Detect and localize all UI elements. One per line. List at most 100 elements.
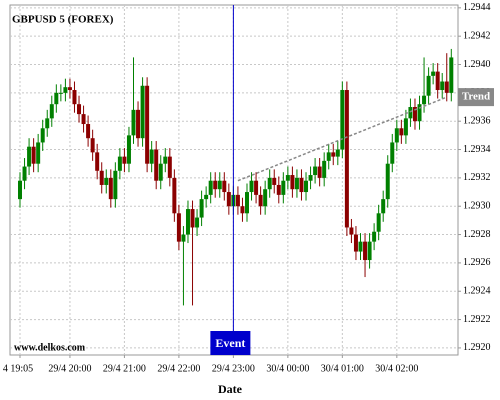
candle-body <box>31 146 36 164</box>
candle-body <box>294 177 299 190</box>
y-tick-label: 1.2944 <box>463 2 491 13</box>
candle-body <box>176 213 181 242</box>
candle-body <box>367 241 372 261</box>
candle-body <box>195 217 200 228</box>
candle-body <box>276 184 281 195</box>
chart-title: GBPUSD 5 (FOREX) <box>12 14 114 26</box>
candle-body <box>331 152 336 157</box>
candle-body <box>440 81 445 91</box>
candle-body <box>126 135 131 164</box>
plot-layer <box>10 5 461 358</box>
candle-body <box>285 175 290 181</box>
candle-body <box>317 166 322 178</box>
candle-body <box>394 128 399 143</box>
x-tick-label: 29/4 20:00 <box>48 363 91 374</box>
candle-body <box>22 166 27 181</box>
candle-body <box>245 192 249 214</box>
candle-body <box>54 92 59 105</box>
candle-body <box>417 104 422 122</box>
candle-body <box>185 209 190 235</box>
candle-body <box>435 71 440 91</box>
candle-body <box>322 160 327 178</box>
candle-body <box>49 104 54 119</box>
x-tick-label: 29/4 21:00 <box>103 363 146 374</box>
candle-body <box>72 90 77 105</box>
candle-body <box>358 241 363 252</box>
y-tick-label: 1.2922 <box>463 314 491 325</box>
candle-body <box>136 109 141 139</box>
candle-body <box>40 128 45 143</box>
watermark: www.delkos.com <box>14 342 86 353</box>
candle-body <box>431 71 436 76</box>
candle-body <box>213 180 218 190</box>
candle-body <box>399 128 404 136</box>
candle-body <box>190 209 195 228</box>
candle-body <box>335 149 340 157</box>
candle-body <box>412 107 417 122</box>
candle-body <box>104 177 109 185</box>
candle-body <box>217 180 222 190</box>
candle-body <box>353 234 358 252</box>
candle-body <box>117 156 122 171</box>
candle-body <box>95 152 100 171</box>
candle-body <box>145 85 150 164</box>
candle-body <box>77 104 82 115</box>
candle-body <box>281 180 286 195</box>
candle-body <box>18 180 22 200</box>
y-tick-label: 1.2936 <box>463 115 491 126</box>
candle-body <box>163 156 168 164</box>
candle-body <box>99 170 104 185</box>
candle-body <box>385 163 390 200</box>
x-tick-label: 30/4 02:00 <box>375 363 418 374</box>
x-tick-label: 4 19:05 <box>3 363 33 374</box>
candle-body <box>363 241 368 261</box>
candle-body <box>372 231 377 242</box>
candle-body <box>422 95 427 105</box>
event-label: Event <box>215 336 245 350</box>
candle-body <box>86 124 91 139</box>
x-tick-label: 29/4 23:00 <box>212 363 255 374</box>
x-tick-label: 30/4 00:00 <box>266 363 309 374</box>
candle-body <box>113 170 118 200</box>
x-tick-label: 30/4 01:00 <box>321 363 364 374</box>
candle-body <box>263 189 268 207</box>
candle-body <box>304 180 309 193</box>
candle-body <box>272 177 277 185</box>
candle-body <box>403 118 408 136</box>
candle-body <box>258 194 263 207</box>
y-tick-label: 1.2934 <box>463 144 491 155</box>
candle-body <box>131 109 136 136</box>
trend-label-box <box>458 88 494 107</box>
candle-body <box>222 180 227 193</box>
candle-body <box>408 107 413 119</box>
candle-body <box>181 234 186 242</box>
candle-body <box>122 156 127 164</box>
candle-body <box>226 192 231 207</box>
candle-body <box>240 206 245 214</box>
candle-body <box>344 90 349 228</box>
candle-body <box>376 213 381 232</box>
candle-body <box>199 199 204 218</box>
candle-body <box>326 152 331 161</box>
candle-body <box>308 175 313 181</box>
event-label-box <box>210 331 251 355</box>
candle-body <box>299 177 304 193</box>
y-tick-label: 1.2930 <box>463 201 491 212</box>
candle-body <box>90 138 95 153</box>
candle-body <box>154 149 159 181</box>
y-tick-label: 1.2920 <box>463 342 491 353</box>
candle-body <box>426 75 431 96</box>
y-tick-label: 1.2940 <box>463 59 491 70</box>
candle-body <box>45 118 50 129</box>
candle-body <box>108 177 113 200</box>
candle-body <box>249 180 254 193</box>
y-tick-label: 1.2928 <box>463 229 491 240</box>
candle-body <box>149 149 154 164</box>
candle-body <box>340 90 345 150</box>
candle-body <box>349 227 354 235</box>
candle-body <box>235 194 240 207</box>
candle-body <box>167 156 172 178</box>
candle-body <box>381 199 386 214</box>
candle-body <box>208 180 213 195</box>
